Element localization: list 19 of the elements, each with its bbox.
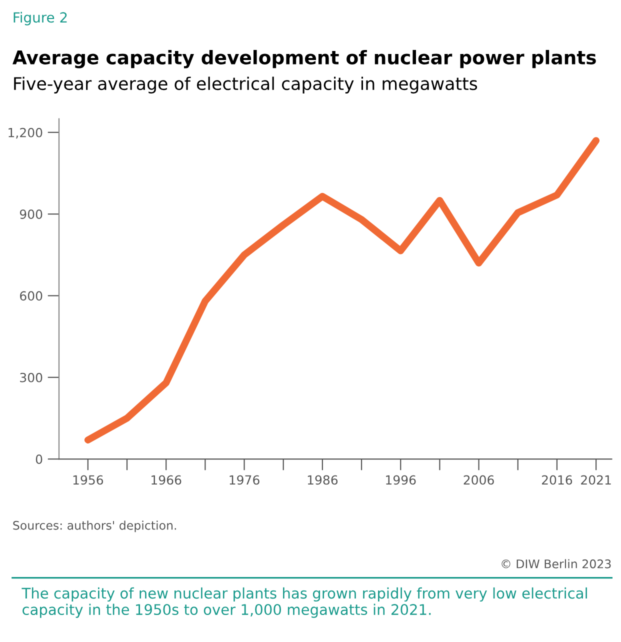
y-tick-label: 600 xyxy=(20,291,42,301)
caption: Figure 2 xyxy=(14,12,67,26)
y-tick-label: 300 xyxy=(20,372,42,382)
chart-subtitle: Five-year average of electrical capacity in megawatts xyxy=(14,76,478,94)
x-tick-label: 1956 xyxy=(73,475,104,485)
x-tick-label: 1996 xyxy=(386,475,416,485)
y-tick-label: 0 xyxy=(36,454,42,464)
text: The capacity of new nuclear plants has grown rapidly from very low electrical capacity in the 1950s to over 1,000 megawatts in 2021. xyxy=(22,587,587,618)
y-tick-label: 900 xyxy=(20,210,42,219)
y-tick-label: 1,200 xyxy=(8,128,42,139)
x-tick-label: 1986 xyxy=(308,475,338,485)
text: © DIW Berlin 2023 xyxy=(502,559,611,568)
x-tick-label: 2016 xyxy=(542,475,572,485)
x-tick-label: 2021 xyxy=(581,475,611,485)
x-tick-label: 1976 xyxy=(230,475,260,485)
chart-title: Average capacity development of nuclear power plants xyxy=(12,50,596,68)
x-tick-label: 1966 xyxy=(152,475,182,485)
source-note: Sources: authors' depiction. xyxy=(13,520,176,532)
x-tick-label: 2006 xyxy=(464,475,494,485)
